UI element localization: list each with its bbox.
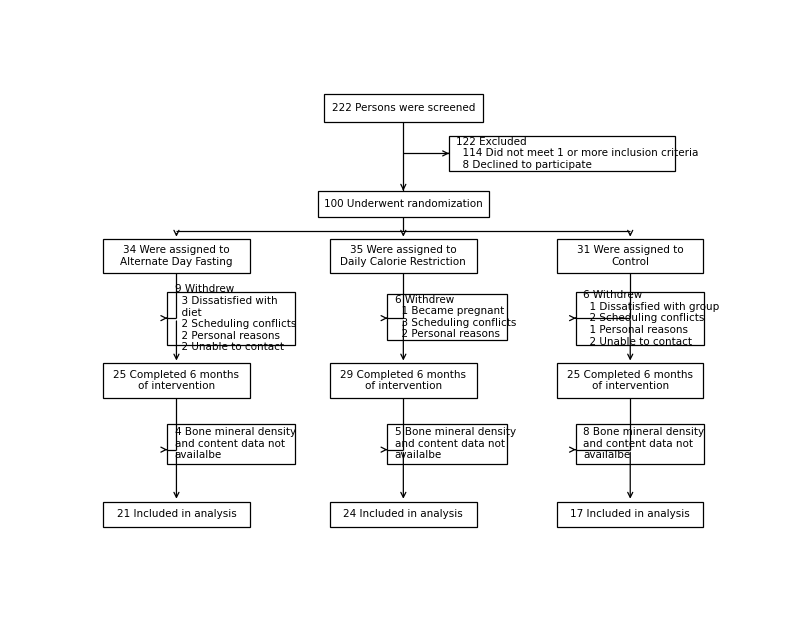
FancyBboxPatch shape bbox=[103, 502, 249, 527]
Text: 4 Bone mineral density
and content data not
availalbe: 4 Bone mineral density and content data … bbox=[175, 427, 296, 460]
FancyBboxPatch shape bbox=[449, 136, 674, 171]
FancyBboxPatch shape bbox=[103, 240, 249, 273]
Text: 35 Were assigned to
Daily Calorie Restriction: 35 Were assigned to Daily Calorie Restri… bbox=[341, 245, 466, 267]
Text: 9 Withdrew
  3 Dissatisfied with
  diet
  2 Scheduling conflicts
  2 Personal re: 9 Withdrew 3 Dissatisfied with diet 2 Sc… bbox=[175, 284, 296, 352]
Text: 25 Completed 6 months
of intervention: 25 Completed 6 months of intervention bbox=[113, 369, 239, 391]
Text: 100 Underwent randomization: 100 Underwent randomization bbox=[324, 199, 482, 209]
Text: 5 Bone mineral density
and content data not
availalbe: 5 Bone mineral density and content data … bbox=[395, 427, 516, 460]
Text: 21 Included in analysis: 21 Included in analysis bbox=[116, 509, 236, 519]
FancyBboxPatch shape bbox=[331, 363, 477, 398]
Text: 6 Withdrew
  1 Became pregnant
  3 Scheduling conflicts
  2 Personal reasons: 6 Withdrew 1 Became pregnant 3 Schedulin… bbox=[395, 294, 516, 339]
FancyBboxPatch shape bbox=[387, 294, 507, 340]
FancyBboxPatch shape bbox=[168, 292, 295, 345]
Text: 6 Withdrew
  1 Dissatisfied with group
  2 Scheduling conflicts
  1 Personal rea: 6 Withdrew 1 Dissatisfied with group 2 S… bbox=[583, 290, 719, 347]
FancyBboxPatch shape bbox=[557, 240, 704, 273]
FancyBboxPatch shape bbox=[576, 292, 704, 345]
Text: 25 Completed 6 months
of intervention: 25 Completed 6 months of intervention bbox=[567, 369, 693, 391]
FancyBboxPatch shape bbox=[557, 502, 704, 527]
FancyBboxPatch shape bbox=[557, 363, 704, 398]
Text: 24 Included in analysis: 24 Included in analysis bbox=[343, 509, 464, 519]
Text: 31 Were assigned to
Control: 31 Were assigned to Control bbox=[577, 245, 684, 267]
Text: 29 Completed 6 months
of intervention: 29 Completed 6 months of intervention bbox=[340, 369, 467, 391]
Text: 8 Bone mineral density
and content data not
availalbe: 8 Bone mineral density and content data … bbox=[583, 427, 704, 460]
FancyBboxPatch shape bbox=[324, 94, 482, 122]
FancyBboxPatch shape bbox=[103, 363, 249, 398]
FancyBboxPatch shape bbox=[387, 424, 507, 464]
FancyBboxPatch shape bbox=[576, 424, 704, 464]
Text: 17 Included in analysis: 17 Included in analysis bbox=[571, 509, 690, 519]
FancyBboxPatch shape bbox=[318, 191, 489, 217]
FancyBboxPatch shape bbox=[331, 240, 477, 273]
Text: 34 Were assigned to
Alternate Day Fasting: 34 Were assigned to Alternate Day Fastin… bbox=[120, 245, 233, 267]
Text: 222 Persons were screened: 222 Persons were screened bbox=[331, 103, 475, 113]
FancyBboxPatch shape bbox=[168, 424, 295, 464]
FancyBboxPatch shape bbox=[331, 502, 477, 527]
Text: 122 Excluded
  114 Did not meet 1 or more inclusion criteria
  8 Declined to par: 122 Excluded 114 Did not meet 1 or more … bbox=[456, 137, 699, 170]
